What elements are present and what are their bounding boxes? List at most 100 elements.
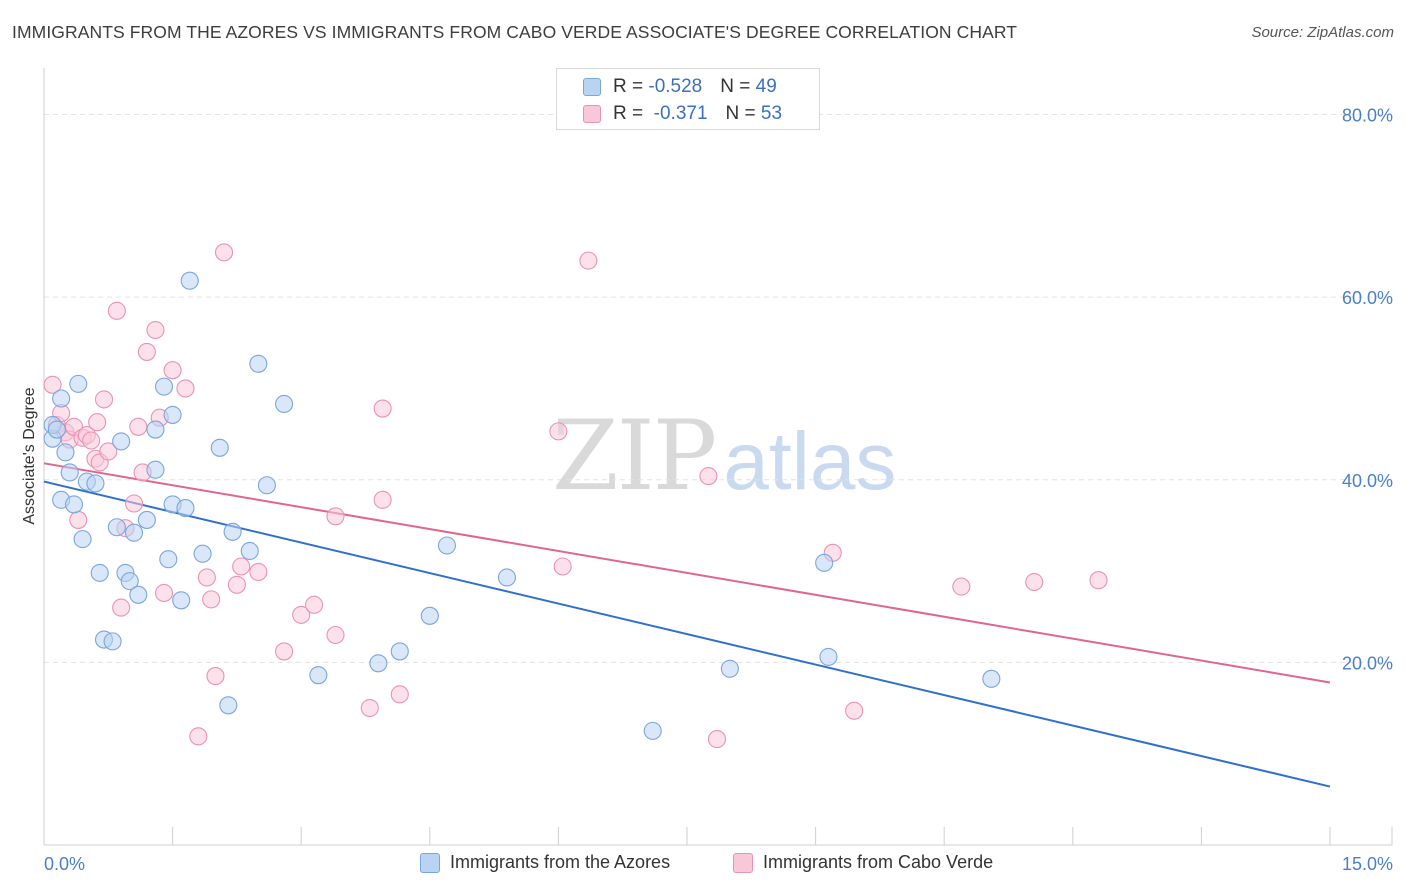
azores-point (437, 536, 456, 555)
r-value-azores: -0.528 (648, 76, 703, 97)
cabo-point (137, 342, 156, 361)
x-tick-label-start: 0.0% (44, 854, 85, 874)
y-axis-title: Associate's Degree (21, 387, 38, 524)
legend-cabo-stats: R = -0.371 N = 53 (613, 103, 782, 125)
azores-point (275, 394, 294, 414)
azores-point (223, 522, 242, 541)
cabo-point (373, 490, 392, 509)
source-label: Source: ZipAtlas.com (1251, 24, 1394, 41)
cabo-point (43, 375, 62, 394)
cabo-point (88, 413, 107, 432)
azores-point (720, 659, 739, 678)
cabo-point (112, 598, 131, 617)
y-tick-label: 20.0% (1342, 653, 1393, 673)
axes (43, 68, 1393, 846)
cabo-point (1089, 571, 1108, 590)
azores-swatch (583, 78, 601, 96)
cabo-point (202, 590, 221, 609)
cabo-point (124, 494, 144, 513)
legend-label-cabo: Immigrants from Cabo Verde (763, 852, 994, 872)
azores-point (146, 420, 165, 439)
azores-point (64, 495, 84, 514)
azores-point (52, 389, 71, 408)
n-label: N = (720, 76, 756, 97)
cabo-point (326, 625, 345, 645)
n-value-azores: 49 (755, 76, 777, 97)
cabo-point (373, 399, 392, 418)
cabo-point (305, 595, 324, 614)
y-tick-label: 80.0% (1342, 106, 1393, 126)
cabo-point (129, 417, 148, 436)
cabo-point (197, 568, 216, 587)
legend-label-azores: Immigrants from the Azores (450, 852, 671, 872)
legend-item-azores: Immigrants from the Azores (420, 852, 670, 873)
cabo-point (553, 557, 572, 576)
azores-point (497, 568, 517, 587)
azores-legend-swatch (420, 852, 440, 873)
azores-point (146, 460, 165, 479)
cabo-point (189, 727, 208, 746)
cabo-point (249, 562, 268, 582)
azores-point (120, 572, 139, 591)
azores-point (172, 591, 191, 610)
cabo-point (326, 507, 345, 526)
azores-point (176, 499, 195, 518)
correlation-legend: R = -0.528 N = 49 R = -0.371 N = 53 (556, 68, 820, 130)
trend-lines (43, 462, 1331, 788)
azores-point (124, 523, 144, 542)
azores-point (643, 721, 662, 740)
azores-point (163, 405, 182, 424)
chart-title: IMMIGRANTS FROM THE AZORES VS IMMIGRANTS… (12, 22, 1018, 42)
cabo-point (206, 667, 225, 686)
watermark-zip: ZIP (552, 400, 717, 512)
azores-trend-line (43, 480, 1331, 788)
cabo-point (69, 510, 88, 529)
cabo-trend-line (43, 462, 1331, 684)
r-label: R = (613, 103, 649, 124)
cabo-swatch (583, 105, 601, 123)
cabo-point (82, 431, 101, 450)
cabo-point (232, 557, 251, 576)
cabo-point (154, 583, 174, 603)
data-points (43, 243, 1108, 749)
azores-point (369, 654, 388, 673)
cabo-point (360, 698, 379, 718)
legend-azores-stats: R = -0.528 N = 49 (613, 76, 777, 98)
cabo-point (163, 361, 182, 380)
cabo-point (292, 605, 311, 624)
azores-point (180, 271, 199, 290)
azores-point (47, 420, 66, 439)
series-legend: Immigrants from the Azores Immigrants fr… (0, 852, 1406, 878)
watermark-atlas: atlas (723, 416, 897, 507)
cabo-legend-swatch (733, 852, 753, 873)
cabo-point (579, 251, 598, 270)
azores-point (137, 510, 156, 529)
cabo-point (707, 730, 727, 749)
azores-point (815, 553, 834, 572)
cabo-point (845, 701, 864, 720)
cabo-point (94, 390, 114, 409)
azores-point (240, 541, 259, 561)
cabo-point (952, 577, 971, 596)
grid (44, 114, 1392, 663)
azores-point (73, 530, 92, 549)
azores-point (982, 669, 1001, 688)
r-value-cabo: -0.371 (648, 103, 708, 124)
cabo-point (146, 320, 165, 340)
cabo-point (699, 467, 718, 486)
y-tick-label: 40.0% (1342, 471, 1393, 491)
azores-point (56, 443, 75, 462)
azores-point (819, 647, 838, 666)
azores-point (112, 432, 131, 451)
cabo-point (275, 642, 294, 661)
azores-point (103, 632, 122, 651)
cabo-point (390, 685, 409, 704)
azores-point (90, 563, 109, 582)
azores-point (60, 463, 79, 482)
azores-point (210, 438, 229, 457)
azores-point (390, 642, 409, 661)
azores-point (129, 585, 148, 604)
r-label: R = (613, 76, 649, 97)
azores-point (159, 550, 178, 569)
